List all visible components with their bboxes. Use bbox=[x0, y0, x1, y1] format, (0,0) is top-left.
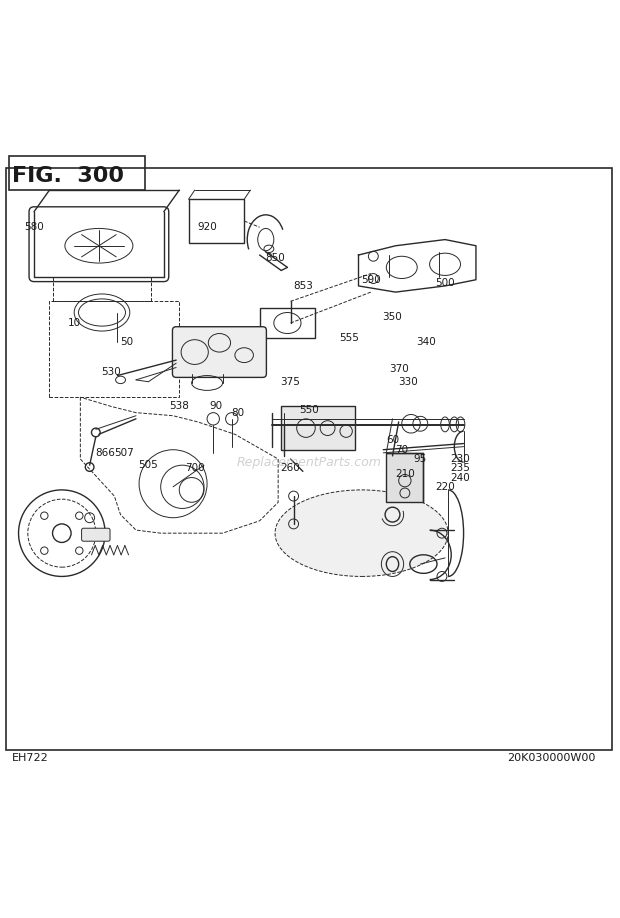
Text: 550: 550 bbox=[299, 405, 319, 415]
Text: FIG.  300: FIG. 300 bbox=[12, 166, 125, 186]
Text: 866: 866 bbox=[95, 448, 115, 458]
Text: 580: 580 bbox=[24, 222, 44, 232]
Text: 507: 507 bbox=[113, 448, 133, 458]
Bar bbox=[260, 308, 315, 339]
Ellipse shape bbox=[275, 490, 448, 577]
Text: 235: 235 bbox=[451, 464, 471, 474]
Text: 80: 80 bbox=[231, 408, 244, 418]
Text: 70: 70 bbox=[395, 444, 409, 454]
Text: 505: 505 bbox=[138, 460, 158, 470]
Text: 920: 920 bbox=[197, 222, 217, 232]
Text: 350: 350 bbox=[383, 312, 402, 322]
Text: 95: 95 bbox=[414, 454, 427, 464]
Text: 700: 700 bbox=[185, 464, 205, 474]
Text: 230: 230 bbox=[451, 454, 471, 464]
Text: ReplacementParts.com: ReplacementParts.com bbox=[237, 455, 381, 468]
FancyBboxPatch shape bbox=[172, 327, 267, 377]
Text: 853: 853 bbox=[293, 281, 313, 291]
Text: 590: 590 bbox=[361, 274, 381, 285]
Text: 240: 240 bbox=[451, 473, 471, 483]
Text: 10: 10 bbox=[68, 318, 81, 328]
Text: 210: 210 bbox=[395, 469, 415, 479]
Text: 500: 500 bbox=[435, 278, 455, 288]
Text: 555: 555 bbox=[339, 333, 359, 343]
Text: 220: 220 bbox=[435, 482, 455, 492]
Bar bbox=[386, 453, 423, 502]
Bar bbox=[281, 407, 355, 450]
Text: 340: 340 bbox=[417, 337, 436, 347]
Text: 330: 330 bbox=[398, 376, 418, 386]
Text: 60: 60 bbox=[386, 435, 399, 445]
Text: 530: 530 bbox=[102, 367, 121, 377]
Bar bbox=[188, 199, 244, 242]
Bar bbox=[9, 156, 145, 190]
Bar bbox=[50, 301, 179, 397]
Text: 90: 90 bbox=[210, 401, 223, 411]
Text: 20K030000W00: 20K030000W00 bbox=[507, 753, 595, 763]
Text: 375: 375 bbox=[281, 376, 301, 386]
Text: 370: 370 bbox=[389, 364, 409, 375]
Text: EH722: EH722 bbox=[12, 753, 49, 763]
FancyBboxPatch shape bbox=[82, 528, 110, 542]
Text: 260: 260 bbox=[281, 464, 300, 474]
Text: 538: 538 bbox=[169, 401, 189, 411]
Text: 50: 50 bbox=[120, 337, 133, 347]
Text: 850: 850 bbox=[265, 253, 285, 263]
